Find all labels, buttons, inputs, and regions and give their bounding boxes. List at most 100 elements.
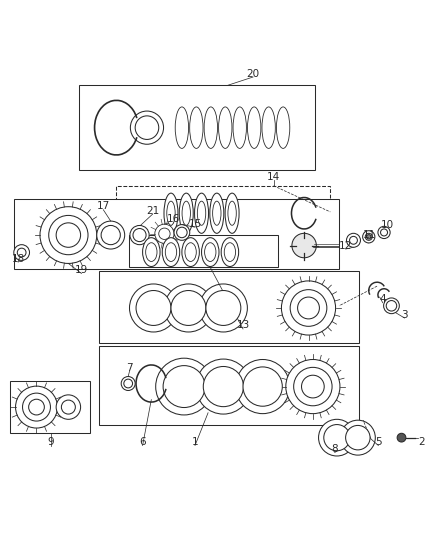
Text: 18: 18	[11, 254, 25, 264]
Polygon shape	[79, 85, 315, 171]
Circle shape	[378, 227, 390, 239]
Circle shape	[163, 366, 205, 408]
Circle shape	[282, 281, 336, 335]
Polygon shape	[130, 235, 278, 268]
Circle shape	[199, 284, 247, 332]
Circle shape	[159, 228, 170, 239]
Text: 17: 17	[97, 201, 110, 211]
Ellipse shape	[219, 107, 232, 148]
Circle shape	[177, 227, 187, 238]
Ellipse shape	[233, 107, 247, 148]
Circle shape	[124, 379, 133, 388]
Circle shape	[56, 223, 81, 247]
Circle shape	[386, 301, 397, 311]
Circle shape	[381, 229, 388, 236]
Ellipse shape	[194, 193, 208, 233]
Circle shape	[15, 386, 57, 428]
Text: 4: 4	[379, 294, 386, 304]
Ellipse shape	[182, 238, 199, 266]
Circle shape	[171, 290, 206, 326]
Ellipse shape	[204, 107, 218, 148]
Circle shape	[318, 419, 355, 456]
Circle shape	[367, 235, 371, 239]
Ellipse shape	[212, 201, 221, 225]
Circle shape	[243, 367, 283, 406]
Circle shape	[97, 221, 125, 249]
Text: 7: 7	[126, 363, 133, 373]
Polygon shape	[99, 346, 359, 425]
Circle shape	[131, 111, 163, 144]
Ellipse shape	[205, 243, 216, 262]
Ellipse shape	[167, 201, 175, 225]
Circle shape	[61, 400, 75, 414]
Circle shape	[155, 224, 174, 244]
Polygon shape	[14, 199, 339, 269]
Circle shape	[164, 284, 212, 332]
Circle shape	[22, 393, 50, 421]
Circle shape	[206, 290, 241, 326]
Text: 6: 6	[139, 437, 146, 447]
Text: 15: 15	[188, 219, 201, 229]
Circle shape	[297, 297, 319, 319]
Text: 19: 19	[75, 265, 88, 275]
Text: 20: 20	[247, 69, 260, 78]
Circle shape	[346, 233, 360, 247]
Circle shape	[130, 284, 177, 332]
Text: 8: 8	[332, 444, 338, 454]
Text: 16: 16	[166, 214, 180, 224]
Circle shape	[324, 425, 350, 451]
Text: 9: 9	[48, 437, 54, 447]
Ellipse shape	[146, 243, 157, 262]
Circle shape	[136, 290, 171, 326]
Text: 2: 2	[419, 437, 425, 447]
Ellipse shape	[162, 238, 180, 266]
Circle shape	[17, 248, 26, 257]
Circle shape	[290, 289, 327, 326]
Ellipse shape	[262, 107, 276, 148]
Polygon shape	[11, 381, 90, 433]
Circle shape	[49, 215, 88, 255]
Ellipse shape	[228, 201, 236, 225]
Circle shape	[397, 433, 406, 442]
Circle shape	[56, 395, 81, 419]
Circle shape	[155, 358, 212, 415]
Polygon shape	[117, 185, 330, 238]
Ellipse shape	[201, 238, 219, 266]
Circle shape	[174, 224, 190, 240]
Ellipse shape	[190, 107, 203, 148]
Circle shape	[286, 359, 340, 414]
Circle shape	[40, 207, 97, 263]
Circle shape	[14, 245, 29, 261]
Circle shape	[350, 236, 357, 244]
Circle shape	[293, 367, 332, 406]
Ellipse shape	[247, 107, 261, 148]
Text: 3: 3	[401, 310, 408, 319]
Ellipse shape	[164, 193, 178, 233]
Text: 12: 12	[339, 240, 352, 251]
Circle shape	[135, 116, 159, 140]
Ellipse shape	[179, 193, 193, 233]
Text: 5: 5	[375, 437, 381, 447]
Text: 10: 10	[381, 220, 394, 230]
Ellipse shape	[185, 243, 196, 262]
Text: 14: 14	[267, 172, 280, 182]
Text: 13: 13	[237, 320, 250, 330]
Text: 11: 11	[363, 230, 376, 240]
Circle shape	[340, 420, 375, 455]
Circle shape	[365, 233, 372, 240]
Circle shape	[196, 359, 251, 414]
Ellipse shape	[198, 201, 206, 225]
Circle shape	[384, 298, 399, 313]
Ellipse shape	[175, 107, 189, 148]
Polygon shape	[99, 271, 359, 343]
Ellipse shape	[225, 193, 239, 233]
Ellipse shape	[221, 238, 239, 266]
Ellipse shape	[210, 193, 224, 233]
Ellipse shape	[276, 107, 290, 148]
Circle shape	[301, 375, 324, 398]
Circle shape	[133, 229, 146, 241]
Ellipse shape	[143, 238, 160, 266]
Text: 1: 1	[192, 437, 198, 447]
Circle shape	[236, 359, 290, 414]
Circle shape	[346, 425, 370, 450]
